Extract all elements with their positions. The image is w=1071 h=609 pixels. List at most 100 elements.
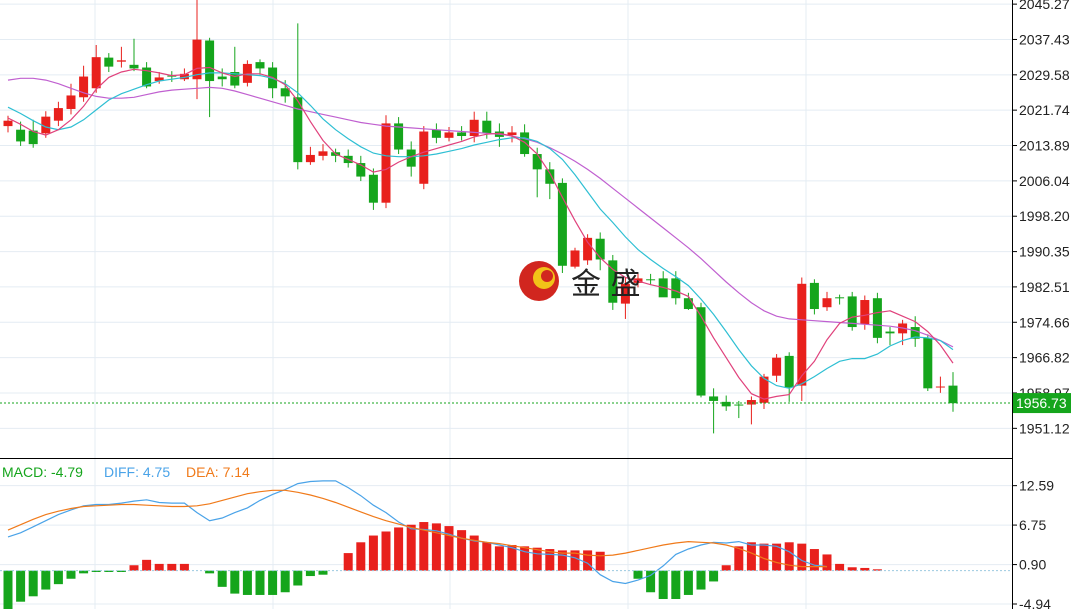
price-tick-label: 2029.58 — [1019, 67, 1070, 83]
macd-bar — [835, 563, 845, 571]
macd-bar — [822, 554, 832, 571]
candle-body — [797, 283, 807, 386]
candle-body — [142, 67, 152, 87]
price-tick-label: 1974.66 — [1019, 314, 1070, 330]
candle-body — [709, 396, 719, 401]
candle-body — [721, 401, 731, 407]
macd-bar — [368, 535, 378, 571]
price-tick-label: 2006.04 — [1019, 173, 1070, 189]
macd-bar — [394, 527, 404, 571]
candle-body — [683, 298, 693, 310]
candle-body — [910, 327, 920, 339]
macd-bar — [116, 570, 126, 572]
candle-body — [822, 298, 832, 308]
candle-body — [318, 151, 328, 156]
candle-body — [948, 385, 958, 404]
candle-body — [179, 73, 189, 80]
macd-bar — [683, 570, 693, 595]
candle-body — [545, 169, 555, 184]
moving-average-lines — [7, 66, 954, 400]
macd-bar — [557, 550, 567, 571]
macd-bar — [696, 570, 706, 590]
macd-bar — [507, 544, 517, 571]
candle-body — [860, 300, 870, 325]
candle-body — [620, 283, 630, 304]
macd-tick-label: 6.75 — [1019, 517, 1046, 533]
macd-bar — [721, 565, 731, 571]
candle-body — [570, 250, 580, 267]
macd-bar — [242, 570, 252, 595]
macd-bar — [734, 546, 744, 571]
ma-mid-line — [7, 72, 954, 389]
candle-body — [28, 130, 38, 145]
candle-body — [230, 72, 240, 86]
macd-bar — [847, 567, 857, 571]
macd-bar — [381, 531, 391, 571]
macd-bar — [406, 524, 416, 571]
candle-body — [457, 132, 467, 137]
candle-body — [116, 60, 126, 62]
candle-body — [469, 119, 479, 137]
price-tick-label: 1990.35 — [1019, 244, 1070, 260]
macd-bar — [419, 522, 429, 571]
macd-bar — [860, 567, 870, 571]
macd-bar — [583, 550, 593, 571]
candle-body — [772, 357, 782, 376]
candle-body — [759, 376, 769, 403]
macd-bar — [255, 570, 265, 595]
macd-legend: MACD: -4.79 DIFF: 4.75 DEA: 7.14 — [2, 464, 250, 480]
candle-body — [847, 296, 857, 328]
candle-body — [784, 355, 794, 388]
candle-body — [809, 282, 819, 310]
logo-core-icon — [541, 270, 553, 282]
candle-body — [431, 129, 441, 138]
current-price-label: 1956.73 — [1013, 393, 1071, 414]
macd-bar — [217, 570, 227, 587]
macd-bar — [457, 530, 467, 571]
candle-body — [91, 57, 101, 89]
candle-body — [16, 129, 26, 142]
macd-bar — [746, 542, 756, 571]
macd-bar — [305, 570, 315, 577]
macd-bar — [595, 551, 605, 571]
candle-body — [520, 132, 530, 155]
candle-body — [53, 108, 63, 121]
price-tick-label: 1982.51 — [1019, 279, 1070, 295]
macd-legend-label: MACD: -4.79 — [2, 464, 83, 480]
candle-body — [217, 76, 227, 80]
candle-body — [280, 88, 290, 97]
macd-bar — [179, 563, 189, 571]
price-tick-label: 2021.74 — [1019, 102, 1070, 118]
macd-bar — [658, 570, 668, 600]
macd-bar — [709, 570, 719, 582]
macd-lines — [7, 480, 828, 585]
macd-bar — [66, 570, 76, 579]
macd-bar — [494, 546, 504, 571]
ma-long-line — [7, 77, 954, 348]
macd-bar — [280, 570, 290, 593]
grid-lines — [0, 0, 1012, 609]
macd-bar — [318, 570, 328, 575]
candle-body — [368, 174, 378, 203]
macd-bar — [16, 570, 26, 602]
macd-tick-label: -4.94 — [1019, 596, 1051, 609]
diff-legend-label: DIFF: 4.75 — [104, 464, 170, 480]
candle-body — [734, 404, 744, 406]
candle-body — [356, 163, 366, 177]
candle-body — [746, 400, 756, 405]
candle-body — [66, 95, 76, 109]
candle-body — [557, 182, 567, 266]
candle-body — [872, 298, 882, 338]
candle-body — [255, 62, 265, 69]
macd-bar — [482, 542, 492, 571]
macd-bar — [797, 543, 807, 571]
candle-body — [205, 40, 215, 82]
dea-line — [7, 489, 827, 568]
price-tick-label: 2045.27 — [1019, 0, 1070, 12]
macd-bar — [53, 570, 63, 585]
macd-bar — [872, 569, 882, 571]
macd-bar — [431, 523, 441, 571]
macd-bar — [520, 546, 530, 571]
candle-body — [646, 279, 656, 281]
